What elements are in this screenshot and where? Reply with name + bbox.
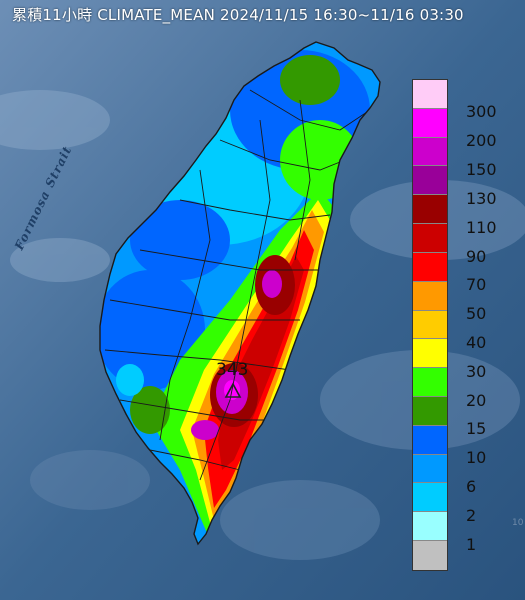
legend-label: 200 xyxy=(466,131,497,151)
legend-swatch xyxy=(413,368,447,397)
legend-swatch xyxy=(413,310,447,340)
legend-swatch xyxy=(413,483,447,513)
legend-swatch xyxy=(413,137,447,167)
legend-swatch xyxy=(413,166,447,196)
legend-swatch xyxy=(413,281,447,311)
legend-swatch xyxy=(413,454,447,484)
legend-swatch xyxy=(413,224,447,253)
legend-label: 15 xyxy=(466,419,487,439)
legend-label: 6 xyxy=(466,477,477,497)
triangle-icon xyxy=(224,382,242,398)
legend-label: 40 xyxy=(466,333,487,352)
legend-label: 130 xyxy=(466,188,497,208)
legend-swatch xyxy=(413,425,447,455)
legend-swatch xyxy=(413,339,447,369)
legend-swatch xyxy=(413,80,447,109)
legend-swatch xyxy=(413,512,447,541)
peak-value-label: 343 xyxy=(216,360,249,380)
legend-label: 300 xyxy=(466,102,497,122)
legend-label: 90 xyxy=(466,246,487,266)
legend-label: 70 xyxy=(466,275,487,295)
legend-swatch xyxy=(413,396,447,426)
legend-swatch xyxy=(413,108,447,138)
legend-colorbar xyxy=(412,79,448,571)
legend-label: 20 xyxy=(466,390,487,410)
legend-label: 50 xyxy=(466,304,487,324)
legend-label: 150 xyxy=(466,160,497,180)
cloud-texture xyxy=(0,90,525,560)
legend-swatch xyxy=(413,541,447,570)
county-borders xyxy=(104,89,371,481)
legend-label: 1 xyxy=(466,534,477,554)
legend-swatch xyxy=(413,252,447,282)
legend-swatch xyxy=(413,195,447,225)
legend-label: 10 xyxy=(466,448,487,468)
legend-label: 30 xyxy=(466,361,487,381)
legend-label: 2 xyxy=(466,505,477,525)
legend-label: 110 xyxy=(466,217,497,237)
island-outline xyxy=(99,41,381,546)
map-title: 累積11小時 CLIMATE_MEAN 2024/11/15 16:30~11/… xyxy=(12,6,464,24)
edge-text: 10 xyxy=(512,518,524,528)
